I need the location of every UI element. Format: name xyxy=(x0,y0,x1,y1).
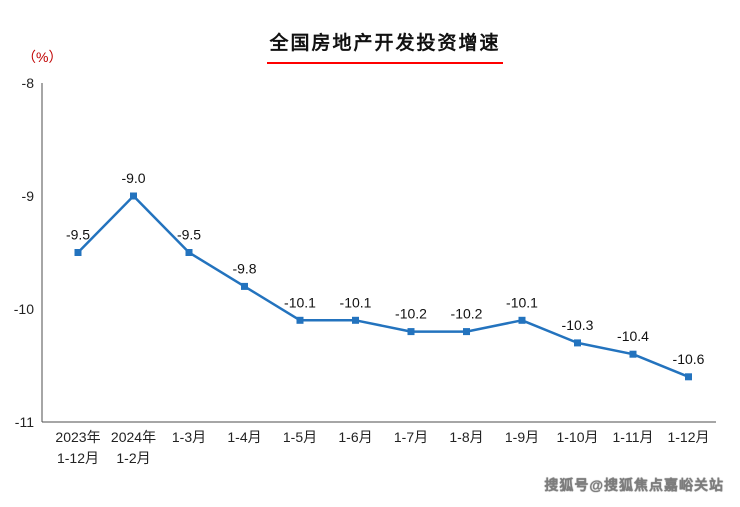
x-tick-label-line: 1-11月 xyxy=(613,429,654,445)
data-point-marker xyxy=(685,373,692,381)
data-point-label: -10.1 xyxy=(340,294,372,310)
x-tick-label-line: 1-12月 xyxy=(667,429,709,445)
data-point-label: -10.4 xyxy=(617,328,649,344)
data-point-label: -9.5 xyxy=(177,227,201,243)
trend-line xyxy=(76,194,690,379)
data-point-label: -9.8 xyxy=(232,260,256,276)
chart-title: 全国房地产开发投资增速 xyxy=(267,28,503,64)
data-point-marker xyxy=(74,249,82,256)
x-tick-label: 1-11月 xyxy=(613,429,654,445)
x-tick-label: 1-4月 xyxy=(227,429,261,445)
x-tick-label: 1-6月 xyxy=(338,429,372,445)
x-tick-label-line: 1-5月 xyxy=(283,429,317,445)
data-point-label: -10.3 xyxy=(562,317,594,333)
data-point-marker xyxy=(629,350,637,358)
y-tick-label: -9 xyxy=(22,188,35,204)
y-tick-label: -11 xyxy=(15,414,34,430)
x-tick-label: 1-10月 xyxy=(556,429,598,445)
data-point-marker xyxy=(352,316,359,324)
y-tick-label: -8 xyxy=(22,75,35,91)
data-point-marker xyxy=(185,249,193,256)
x-tick-label-line: 1-12月 xyxy=(57,450,99,466)
y-tick-label: -10 xyxy=(14,301,34,317)
x-tick-label-line: 1-10月 xyxy=(556,429,598,445)
x-tick-label-line: 1-3月 xyxy=(172,429,206,445)
x-tick-label-line: 1-4月 xyxy=(227,429,261,445)
x-tick-label-line: 1-7月 xyxy=(394,429,428,445)
x-tick-label: 1-12月 xyxy=(667,429,709,445)
data-point-label: -10.2 xyxy=(451,306,483,322)
x-tick-label: 1-8月 xyxy=(449,429,483,445)
x-tick-label-line: 1-9月 xyxy=(505,429,539,445)
data-point-label: -10.1 xyxy=(506,294,538,310)
watermark: 搜狐号@搜狐焦点嘉峪关站 xyxy=(544,477,724,493)
x-tick-label: 2023年 1-12月 xyxy=(55,429,100,466)
data-point-label: -9.5 xyxy=(66,227,90,243)
data-point-marker xyxy=(518,316,526,324)
data-point-marker xyxy=(241,282,248,290)
chart-title-row: 全国房地产开发投资增速 xyxy=(30,28,740,64)
data-point-marker xyxy=(463,328,470,336)
x-tick-label: 1-5月 xyxy=(283,429,317,445)
data-point-label: -10.6 xyxy=(673,351,705,367)
data-point-marker xyxy=(407,328,415,336)
data-point-label: -9.0 xyxy=(121,170,145,186)
x-tick-label: 1-9月 xyxy=(505,429,539,445)
x-tick-label-line: 2023年 xyxy=(55,429,100,445)
y-axis-unit-label: （%） xyxy=(22,49,63,65)
data-point-marker xyxy=(130,192,137,200)
x-tick-label-line: 1-2月 xyxy=(116,450,150,466)
x-tick-label: 2024年 1-2月 xyxy=(111,429,156,466)
data-point-marker xyxy=(574,339,581,347)
x-tick-label-line: 1-6月 xyxy=(338,429,372,445)
x-tick-label-line: 2024年 xyxy=(111,429,156,445)
x-tick-label-line: 1-8月 xyxy=(449,429,483,445)
x-tick-label: 1-7月 xyxy=(394,429,428,445)
data-point-label: -10.2 xyxy=(395,306,427,322)
data-point-marker xyxy=(296,316,304,324)
x-tick-label: 1-3月 xyxy=(172,429,206,445)
data-point-label: -10.1 xyxy=(284,294,316,310)
